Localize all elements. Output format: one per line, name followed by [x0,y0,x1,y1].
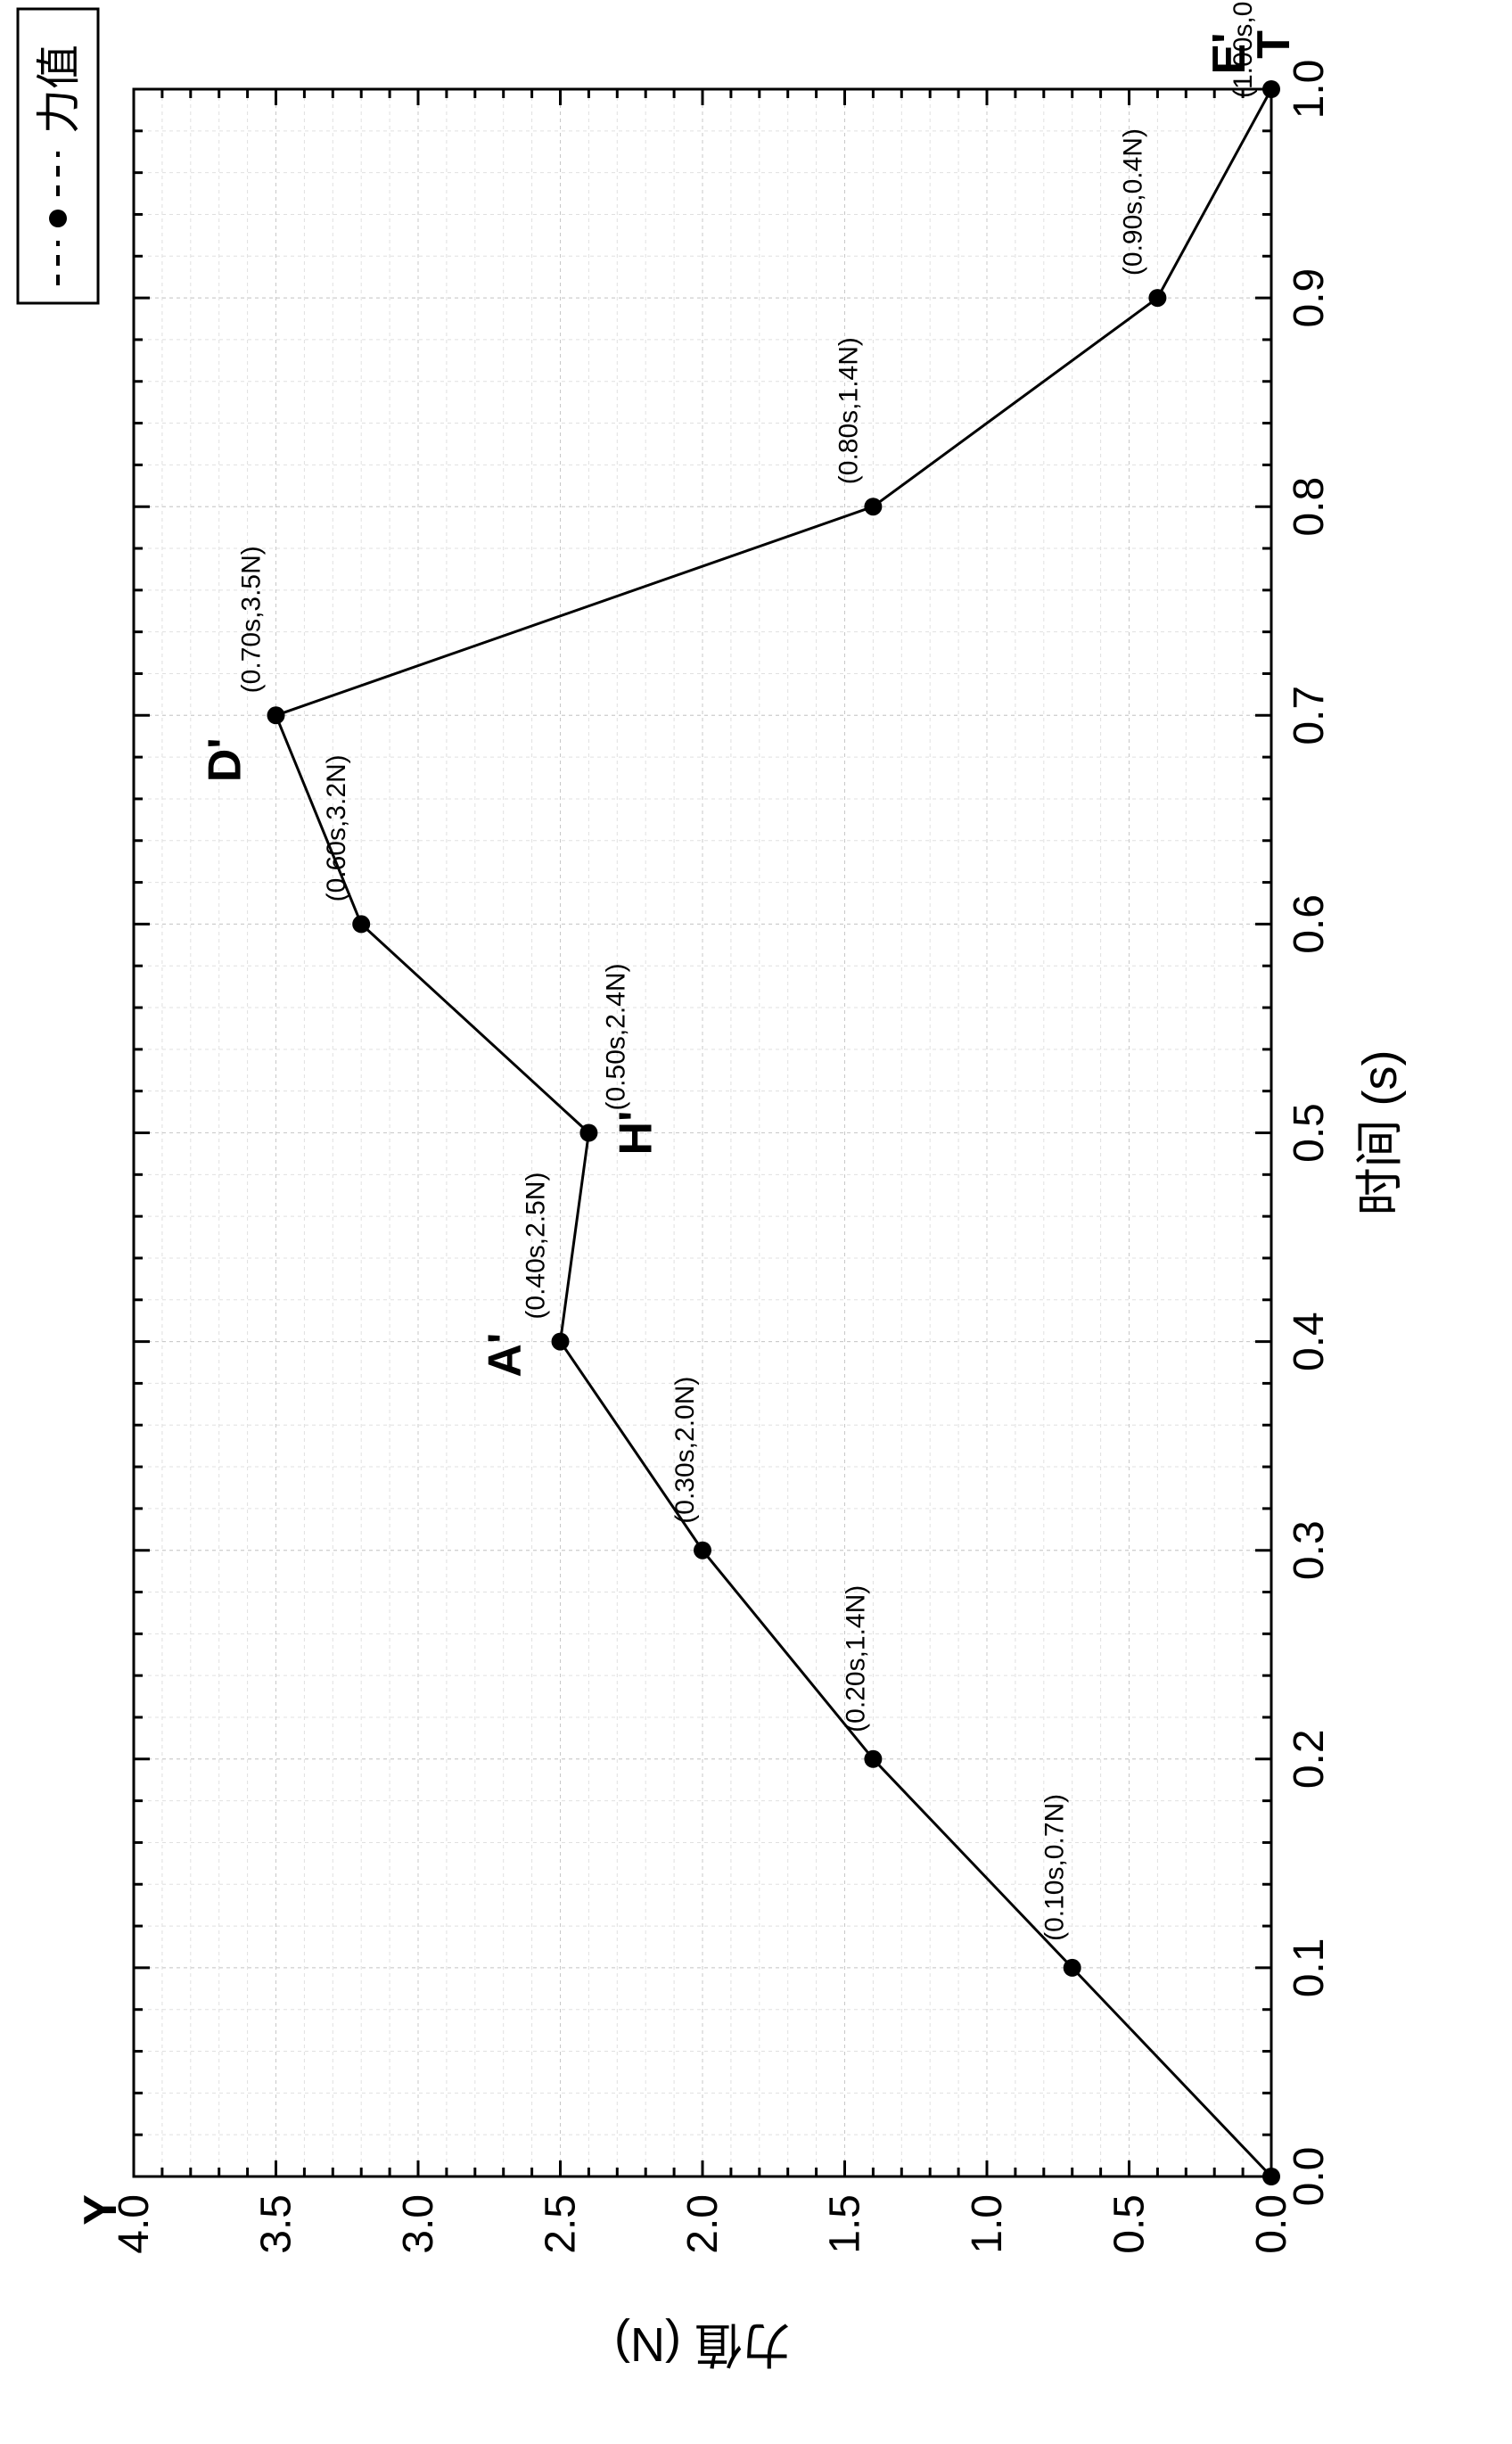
point-label: (0.70s,3.5N) [237,546,267,693]
point-label: (0.30s,2.0N) [670,1377,700,1524]
annotation-label: E' [1204,32,1255,74]
x-tick-label: 0.5 [1286,1103,1333,1163]
point-label: (0.90s,0.4N) [1118,128,1147,276]
x-tick-label: 0.6 [1286,894,1333,954]
series-marker [694,1542,711,1559]
point-label: (0.80s,1.4N) [834,337,863,484]
annotation-label: H' [610,1111,662,1156]
x-tick-label: 0.3 [1286,1520,1333,1580]
y-tick-label: 1.5 [822,2194,869,2254]
y-tick-label: 3.5 [253,2194,300,2254]
y-end-label: Y [75,2194,127,2226]
series-marker [352,915,370,933]
force-time-chart: 0.00.10.20.30.40.50.60.70.80.91.00.00.51… [0,0,1512,2444]
x-tick-label: 1.0 [1286,60,1333,119]
series-marker [1262,80,1280,98]
series-marker [579,1124,597,1142]
x-axis-label: 时间 (s) [1353,1050,1407,1216]
point-label: (0.10s,0.7N) [1040,1794,1070,1941]
y-axis-label: 力值 (N) [614,2317,791,2371]
series-marker [864,498,882,515]
point-label: (0.20s,1.4N) [841,1585,870,1732]
point-label: (0.40s,2.5N) [522,1173,551,1320]
y-tick-label: 0.0 [1248,2194,1295,2254]
y-tick-label: 2.0 [679,2194,727,2254]
point-label: (0.60s,3.2N) [322,754,351,901]
y-tick-label: 1.0 [964,2194,1011,2254]
y-tick-label: 2.5 [538,2194,585,2254]
point-label: (0.50s,2.4N) [601,963,630,1110]
series-marker [864,1750,882,1768]
x-tick-label: 0.8 [1286,477,1333,537]
x-tick-label: 0.2 [1286,1729,1333,1789]
x-tick-label: 0.4 [1286,1312,1333,1371]
series-marker [1148,289,1166,307]
y-tick-label: 0.5 [1106,2194,1154,2254]
page: 0.00.10.20.30.40.50.60.70.80.91.00.00.51… [0,0,1512,2444]
x-tick-label: 0.7 [1286,686,1333,745]
series-marker [1064,1959,1081,1977]
legend: 力值 [18,9,98,303]
chart-bg [0,0,1512,2444]
series-marker [552,1333,570,1351]
legend-label: 力值 [34,45,84,134]
y-tick-label: 3.0 [395,2194,442,2254]
annotation-label: A' [480,1333,531,1378]
annotation-label: D' [200,737,251,782]
x-tick-label: 0.1 [1286,1938,1333,1998]
x-tick-label: 0.9 [1286,268,1333,328]
series-marker [1262,2168,1280,2185]
series-marker [267,706,285,724]
